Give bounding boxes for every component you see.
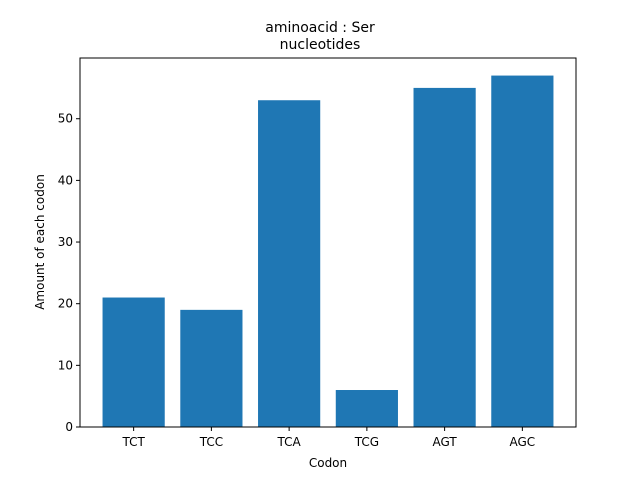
y-tick-label-30: 30: [58, 235, 73, 249]
bar-tcc: [180, 309, 243, 427]
x-tick-label-agc: AGC: [510, 435, 536, 449]
bar-tct: [102, 297, 165, 427]
chart-title: aminoacid : Ser: [265, 20, 375, 36]
plot-frame: [79, 57, 577, 428]
bar-agc: [491, 75, 554, 428]
x-tick-label-agt: AGT: [433, 435, 458, 449]
bar-tca: [258, 100, 321, 427]
x-axis-label: Codon: [309, 456, 347, 470]
y-axis-ticks: 0 10 20 30 40 50: [58, 112, 80, 434]
chart-subtitle: nucleotides: [280, 37, 361, 53]
y-axis-label: Amount of each codon: [33, 174, 47, 310]
y-tick-label-10: 10: [58, 358, 73, 372]
x-tick-label-tcc: TCC: [199, 435, 223, 449]
x-tick-label-tca: TCA: [277, 435, 302, 449]
bar-tcg: [335, 390, 398, 427]
x-axis-ticks: TCT TCC TCA TCG AGT AGC: [121, 427, 535, 449]
y-tick-label-50: 50: [58, 112, 73, 126]
bar-agt: [413, 87, 476, 427]
y-tick-label-20: 20: [58, 297, 73, 311]
x-tick-label-tcg: TCG: [354, 435, 379, 449]
bars-group: [102, 75, 554, 428]
x-tick-label-tct: TCT: [121, 435, 145, 449]
y-tick-label-0: 0: [65, 420, 73, 434]
y-tick-label-40: 40: [58, 173, 73, 187]
